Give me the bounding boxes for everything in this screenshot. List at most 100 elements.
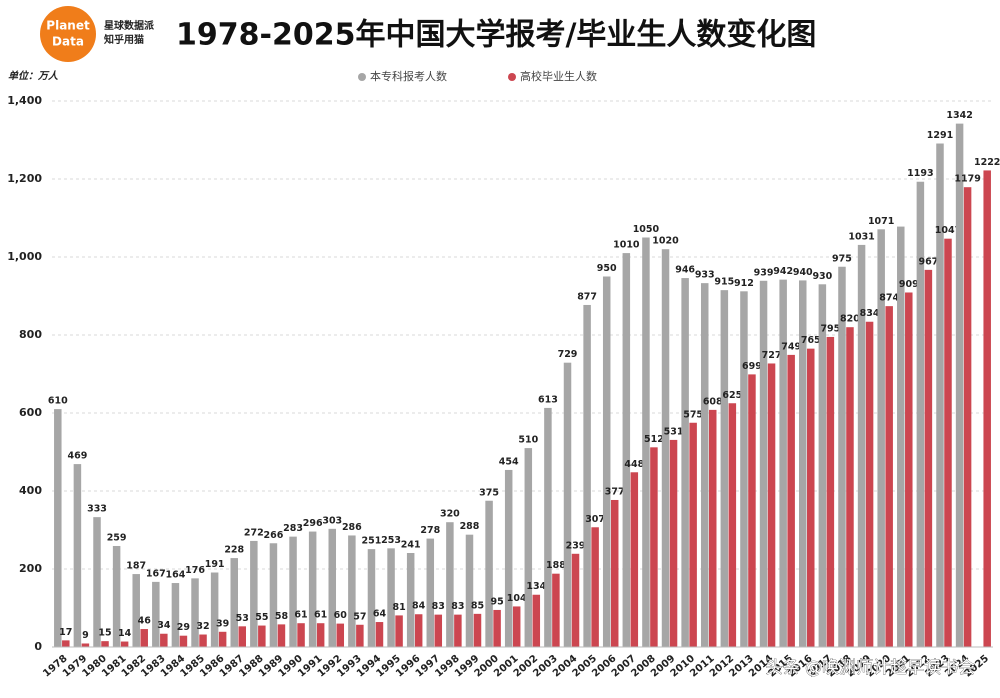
value-label: 39 xyxy=(216,618,229,629)
bar xyxy=(591,527,599,647)
bar xyxy=(877,229,885,647)
value-label: 81 xyxy=(392,602,405,613)
bar xyxy=(171,583,180,647)
brand-text: 星球数据派 xyxy=(104,19,155,32)
logo-text: Data xyxy=(52,35,84,49)
value-label: 266 xyxy=(264,530,284,541)
bar xyxy=(73,464,82,647)
value-label: 946 xyxy=(675,265,695,276)
value-label: 454 xyxy=(499,456,519,467)
bar xyxy=(602,276,611,647)
bar xyxy=(571,553,580,647)
bar xyxy=(230,558,238,647)
value-label: 909 xyxy=(899,279,919,290)
value-label: 239 xyxy=(566,540,586,551)
value-label: 34 xyxy=(157,620,171,631)
value-label: 134 xyxy=(526,581,546,592)
bar xyxy=(210,572,219,647)
value-label: 64 xyxy=(373,609,387,620)
value-label: 512 xyxy=(644,434,664,445)
value-label: 575 xyxy=(683,409,703,420)
value-label: 625 xyxy=(722,390,742,401)
bar xyxy=(504,469,513,647)
bar xyxy=(485,500,493,647)
value-label: 765 xyxy=(801,335,821,346)
bar xyxy=(258,625,266,647)
value-label: 912 xyxy=(734,278,754,289)
value-label: 939 xyxy=(754,267,774,278)
bar xyxy=(387,548,395,647)
y-tick-label: 800 xyxy=(19,328,42,341)
bar xyxy=(112,545,121,647)
value-label: 61 xyxy=(314,610,327,621)
value-label: 167 xyxy=(146,568,166,579)
bar xyxy=(277,624,286,647)
bar xyxy=(140,629,148,647)
value-label: 9 xyxy=(82,630,89,641)
value-label: 608 xyxy=(703,396,723,407)
value-label: 84 xyxy=(412,601,426,612)
bar xyxy=(81,643,90,647)
legend-marker xyxy=(358,73,366,81)
bar xyxy=(669,439,678,647)
y-tick-label: 0 xyxy=(34,640,42,653)
value-label: 933 xyxy=(695,270,715,281)
value-label: 930 xyxy=(812,271,832,282)
bar xyxy=(544,407,552,647)
value-label: 834 xyxy=(860,308,880,319)
value-label: 188 xyxy=(546,560,566,571)
bar xyxy=(838,266,846,647)
bar xyxy=(375,622,384,647)
value-label: 729 xyxy=(558,349,578,360)
value-label: 610 xyxy=(48,396,68,407)
value-label: 1342 xyxy=(946,110,972,121)
bar xyxy=(552,573,560,647)
y-tick-label: 400 xyxy=(19,484,42,497)
value-label: 1050 xyxy=(633,224,660,235)
bar xyxy=(250,540,258,647)
bar xyxy=(297,623,305,647)
value-label: 95 xyxy=(490,596,503,607)
bar xyxy=(610,499,619,647)
bar xyxy=(289,536,297,647)
bar xyxy=(191,578,199,647)
bar xyxy=(846,327,854,647)
bar xyxy=(963,187,972,647)
logo-text: Planet xyxy=(46,19,90,33)
value-label: 17 xyxy=(59,627,72,638)
bar xyxy=(465,534,474,647)
value-label: 1047 xyxy=(935,225,961,236)
value-label: 377 xyxy=(605,486,625,497)
bar xyxy=(740,291,748,647)
value-label: 286 xyxy=(342,522,362,533)
bar xyxy=(689,422,697,647)
bar xyxy=(885,306,893,647)
bar xyxy=(955,123,964,648)
value-label: 727 xyxy=(762,350,782,361)
bar xyxy=(865,321,874,647)
bar xyxy=(269,543,278,647)
bar xyxy=(493,609,501,647)
value-label: 469 xyxy=(67,451,87,462)
value-label: 1071 xyxy=(868,216,894,227)
bar xyxy=(454,614,462,647)
value-label: 1179 xyxy=(954,174,980,185)
value-label: 83 xyxy=(451,601,464,612)
bar xyxy=(924,269,933,647)
y-tick-label: 1,200 xyxy=(7,172,42,185)
value-label: 32 xyxy=(196,621,209,632)
bar xyxy=(944,238,952,648)
y-tick-label: 600 xyxy=(19,406,42,419)
value-label: 288 xyxy=(460,521,480,532)
value-label: 915 xyxy=(714,277,734,288)
value-label: 278 xyxy=(420,525,440,536)
bar xyxy=(199,634,207,647)
value-label: 58 xyxy=(275,611,289,622)
bar xyxy=(218,631,227,647)
value-label: 296 xyxy=(303,518,323,529)
bar xyxy=(160,633,168,647)
bar xyxy=(238,626,246,647)
bar xyxy=(367,549,376,647)
